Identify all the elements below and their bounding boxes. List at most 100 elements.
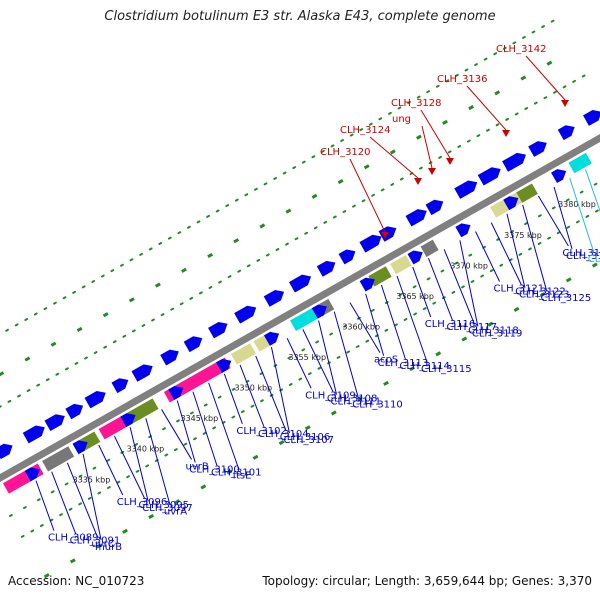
- reverse-gene: [359, 277, 375, 292]
- callout-line: [525, 55, 566, 101]
- kbp-label: 3335 kbp: [73, 475, 111, 484]
- gene-label: murB: [95, 542, 122, 553]
- reverse-gene: [407, 250, 423, 265]
- gene-label: CLH_3115: [421, 364, 472, 375]
- callout-line: [420, 109, 451, 159]
- map-title: Clostridium botulinum E3 str. Alaska E43…: [104, 9, 496, 24]
- backbone-line: [0, 133, 600, 483]
- kbp-label: 3380 kbp: [558, 200, 596, 209]
- callout-line: [129, 427, 149, 502]
- gene-block: [230, 343, 256, 365]
- feature-marker: [446, 158, 454, 165]
- forward-gene: [0, 443, 13, 460]
- callout-line: [161, 409, 192, 460]
- callout-line: [584, 169, 600, 213]
- callout-line: [490, 222, 522, 285]
- accession-label: Accession: NC_010723: [8, 574, 145, 588]
- callout-line: [223, 373, 243, 425]
- callout-line: [349, 158, 386, 233]
- forward-gene: [316, 260, 336, 277]
- gene-label: CLH_3118: [468, 325, 519, 336]
- gene-block: [368, 266, 392, 287]
- gene-label: CLH_3102: [236, 426, 287, 437]
- kbp-label: 3365 kbp: [396, 292, 434, 301]
- gene-block: [98, 416, 128, 440]
- gene-label-top: CLH_3128: [391, 98, 442, 109]
- callout-line: [459, 240, 479, 327]
- callout-line: [506, 213, 526, 288]
- callout-line: [412, 266, 432, 318]
- feature-marker: [381, 232, 389, 239]
- callout-line: [396, 275, 428, 363]
- forward-gene: [583, 110, 600, 126]
- forward-gene: [84, 391, 106, 409]
- gene-label: CLH_3110: [352, 400, 403, 411]
- gene-label: uvrC: [91, 539, 114, 550]
- forward-gene: [131, 364, 153, 382]
- reverse-gene: [216, 358, 232, 373]
- gene-label: acpS: [374, 355, 398, 366]
- forward-gene: [477, 167, 501, 186]
- forward-gene: [234, 305, 257, 324]
- gene-label: CLH_3096: [117, 497, 168, 508]
- gene-label: CLH_3129: [588, 254, 600, 265]
- callout-line: [466, 85, 507, 131]
- kbp-label: 3340 kbp: [127, 445, 165, 454]
- forward-gene: [425, 199, 444, 216]
- feature-marker: [428, 168, 436, 175]
- forward-gene: [454, 180, 478, 199]
- callout-line: [427, 258, 453, 321]
- gene-label-top: CLH_3136: [437, 74, 488, 85]
- reverse-gene: [455, 223, 471, 238]
- kbp-label: 3360 kbp: [342, 322, 380, 331]
- gene-block: [516, 183, 538, 203]
- dotted-guides: [0, 18, 600, 579]
- kbp-label: 3370 kbp: [450, 261, 488, 270]
- forward-gene: [183, 336, 203, 353]
- gene-label: CLH_3091: [70, 536, 121, 547]
- reverse-gene: [24, 467, 40, 482]
- gene-label: CLH_3132: [566, 251, 600, 262]
- callout-line: [333, 311, 359, 398]
- callout-line: [255, 355, 287, 431]
- gene-block: [420, 239, 439, 258]
- gene-block: [568, 152, 592, 174]
- forward-gene: [65, 403, 84, 420]
- gene-label: CLH_3089: [48, 533, 99, 544]
- kbp-label: 3345 kbp: [181, 414, 219, 423]
- gene-label: CLH_3123: [519, 290, 570, 301]
- reverse-gene: [120, 413, 136, 428]
- callout-line: [365, 293, 385, 356]
- callout-line: [270, 347, 290, 434]
- gene-label: CLH_3125: [541, 293, 592, 304]
- callout-line: [82, 453, 102, 541]
- gene-label: CLH_3100: [189, 465, 240, 476]
- gene-block: [290, 306, 321, 331]
- kbp-ticks: 3335 kbp 3340 kbp 3345 kbp 3350 kbp 3355 kbp…: [73, 200, 596, 484]
- gene-label: CLH_3113: [378, 358, 429, 369]
- reverse-gene: [311, 304, 327, 319]
- callout-line: [98, 444, 124, 496]
- callout-line: [349, 302, 381, 353]
- reverse-gene: [551, 169, 567, 184]
- callout-line: [145, 418, 171, 505]
- forward-gene: [557, 125, 575, 141]
- gene-block: [390, 254, 412, 275]
- gene-label: CLH_3127: [562, 248, 600, 259]
- forward-gene: [528, 141, 547, 157]
- callout-line: [318, 320, 338, 395]
- callout-line: [239, 364, 265, 428]
- callout-line: [35, 480, 55, 531]
- forward-gene: [22, 425, 45, 444]
- gene-label: CLH_3114: [399, 361, 450, 372]
- forward-gene: [288, 274, 312, 293]
- kbp-label: 3350 kbp: [234, 384, 272, 393]
- reverse-gene: [72, 440, 88, 455]
- gene-label: CLH_3095: [138, 500, 189, 511]
- gene-label: CLH_3111: [331, 396, 382, 407]
- genome-summary: Topology: circular; Length: 3,659,644 bp…: [262, 574, 592, 588]
- gene-label: CLH_3122: [515, 287, 566, 298]
- feature-marker: [561, 100, 569, 107]
- kbp-label: 3355 kbp: [288, 353, 326, 362]
